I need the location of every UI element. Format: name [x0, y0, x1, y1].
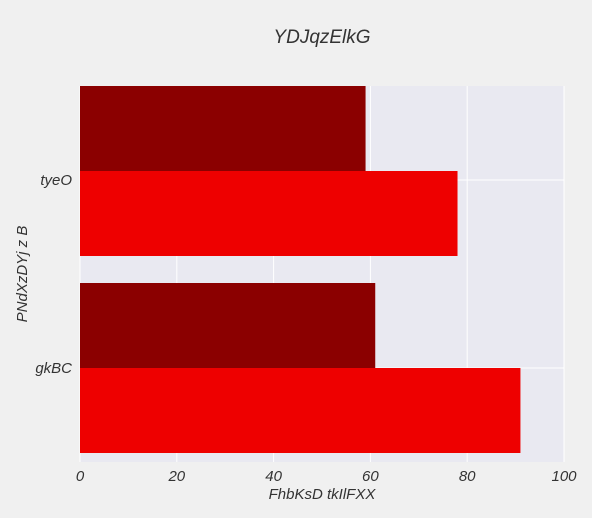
x-tick-labels: 0 20 40 60 80 100 — [76, 468, 577, 485]
x-axis-label: FhbKsD tkIlFXX — [269, 486, 377, 503]
y-tick-labels: tyeO gkBC — [35, 172, 72, 377]
x-tick-label: 20 — [167, 468, 185, 485]
x-tick-label: 80 — [459, 468, 476, 485]
chart-title: YDJqzElkG — [273, 27, 370, 48]
bar-gkBC-series-1 — [80, 283, 376, 368]
bar-tyeO-series-2 — [80, 171, 458, 256]
y-tick-label: tyeO — [40, 172, 72, 189]
x-tick-label: 100 — [551, 468, 577, 485]
y-tick-label: gkBC — [35, 360, 72, 377]
bar-tyeO-series-1 — [80, 86, 366, 180]
x-tick-label: 40 — [265, 468, 282, 485]
x-tick-label: 60 — [362, 468, 379, 485]
bars — [80, 86, 521, 453]
y-axis-label: PNdXzDYj z B — [14, 226, 31, 323]
x-tick-label: 0 — [76, 468, 85, 485]
bar-gkBC-series-2 — [80, 368, 521, 453]
